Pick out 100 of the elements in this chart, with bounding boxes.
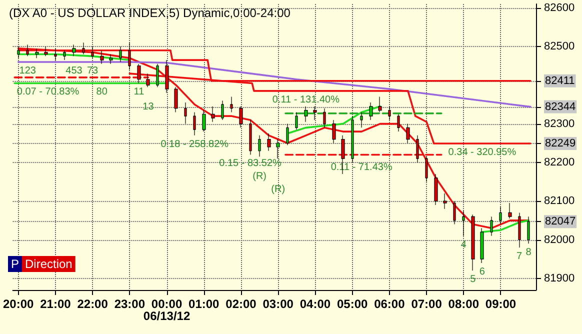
candlestick — [360, 112, 363, 128]
chart-title: (DX A0 - US DOLLAR INDEX,5) Dynamic,0:00-24:00 — [9, 6, 291, 20]
candlestick — [480, 228, 484, 264]
annotation: 5 — [470, 274, 476, 286]
candlestick — [443, 193, 447, 210]
candlestick — [239, 106, 243, 128]
x-tick-label: 09:00 — [485, 297, 516, 311]
annotation: 0.11 - 131.40% — [272, 94, 340, 106]
candlestick — [295, 112, 298, 130]
candlestick — [388, 106, 391, 120]
candlestick — [230, 96, 233, 113]
candlestick — [490, 216, 493, 236]
candlestick — [184, 102, 187, 124]
candlestick — [434, 174, 438, 206]
candlestick — [397, 114, 400, 132]
candlestick — [72, 44, 76, 56]
candlestick — [109, 54, 113, 64]
annotation: 0.18 - 258.82% — [160, 138, 229, 150]
candlestick — [202, 110, 206, 132]
x-tick-label: 01:00 — [188, 297, 220, 311]
candlestick — [91, 46, 94, 58]
candlestick — [369, 102, 373, 120]
candlestick — [119, 46, 122, 62]
y-tick-label: 82047 — [545, 216, 576, 228]
x-tick-label: 02:00 — [226, 297, 257, 311]
candlestick — [508, 202, 512, 219]
candlestick — [499, 206, 502, 225]
x-tick-label: 00:00 06/13/12 — [143, 297, 190, 323]
candlestick — [137, 64, 141, 84]
y-tick-label: 82344 — [545, 100, 576, 113]
candlestick — [313, 106, 317, 120]
candlestick — [249, 120, 252, 156]
annotation: (R) — [252, 171, 266, 182]
candlestick — [304, 106, 308, 122]
x-tick-label: 20:00 — [2, 297, 34, 311]
x-tick-label: 22:00 — [77, 297, 108, 311]
candlestick — [174, 86, 178, 113]
annotation: 4 — [460, 239, 467, 250]
annotation: 80 — [96, 86, 108, 98]
x-tick-label: 06:00 — [374, 297, 406, 311]
x-tick-label: 03:00 — [262, 297, 294, 311]
candlestick — [193, 112, 196, 136]
candlestick — [211, 106, 215, 122]
candlestick — [44, 46, 48, 56]
x-tick-label: 08:00 — [448, 297, 480, 311]
candlestick — [276, 138, 280, 159]
annotation: 0.34 - 320.95% — [448, 147, 516, 158]
candlestick — [221, 100, 224, 120]
x-tick-label: 07:00 — [411, 297, 442, 311]
candlestick — [332, 120, 336, 144]
candlestick — [128, 42, 131, 70]
annotation: 453 — [66, 65, 83, 76]
x-tick-label: 23:00 — [114, 297, 146, 311]
candlestick — [35, 48, 39, 58]
x-tick-label: 05:00 — [336, 297, 368, 311]
candlestick — [17, 46, 20, 58]
annotation: P — [11, 257, 20, 271]
candlestick — [471, 214, 475, 271]
candlestick — [406, 124, 410, 144]
candlestick — [54, 48, 57, 60]
annotation: (R) — [271, 184, 286, 196]
annotation: 11 — [134, 86, 145, 98]
candlestick — [26, 44, 29, 56]
candlestick — [518, 212, 521, 248]
candlestick — [146, 73, 150, 88]
annotation: 6 — [479, 266, 486, 278]
annotation: 13 — [142, 102, 154, 113]
candlestick — [453, 200, 456, 225]
candlestick — [267, 133, 271, 152]
y-tick-label: 81900 — [544, 272, 575, 284]
annotation: 8 — [526, 247, 532, 258]
y-tick-label: 82411 — [545, 74, 575, 87]
candlestick — [286, 124, 289, 146]
candlestick — [323, 108, 326, 128]
candlestick — [378, 96, 382, 113]
candlestick — [527, 216, 530, 244]
y-tick-label: 82600 — [544, 2, 575, 14]
annotation: 73 — [87, 65, 99, 76]
candlestick — [165, 60, 169, 94]
candlestick — [100, 50, 104, 64]
candlestick — [82, 42, 85, 55]
y-tick-label: 82500 — [544, 40, 575, 53]
candlestick — [416, 135, 419, 163]
annotation: 0.07 - 70.83% — [16, 86, 80, 98]
x-tick-label: 04:00 — [300, 297, 331, 311]
y-tick-label: 82249 — [545, 138, 576, 150]
annotation: 123 — [19, 65, 36, 76]
y-tick-label: 82100 — [544, 195, 575, 208]
annotation: 7 — [516, 250, 523, 262]
candlestick — [425, 156, 428, 182]
y-tick-label: 82300 — [544, 118, 575, 130]
candlestick — [258, 135, 261, 157]
candlestick — [63, 50, 66, 60]
candlestick — [462, 210, 465, 236]
annotation: 0.15 - 83.52% — [219, 158, 282, 170]
y-tick-label: 82000 — [544, 234, 575, 246]
candlestick — [156, 64, 159, 88]
candlestick — [351, 116, 354, 163]
annotation: Direction — [25, 257, 72, 271]
y-tick-label: 82200 — [544, 156, 575, 168]
